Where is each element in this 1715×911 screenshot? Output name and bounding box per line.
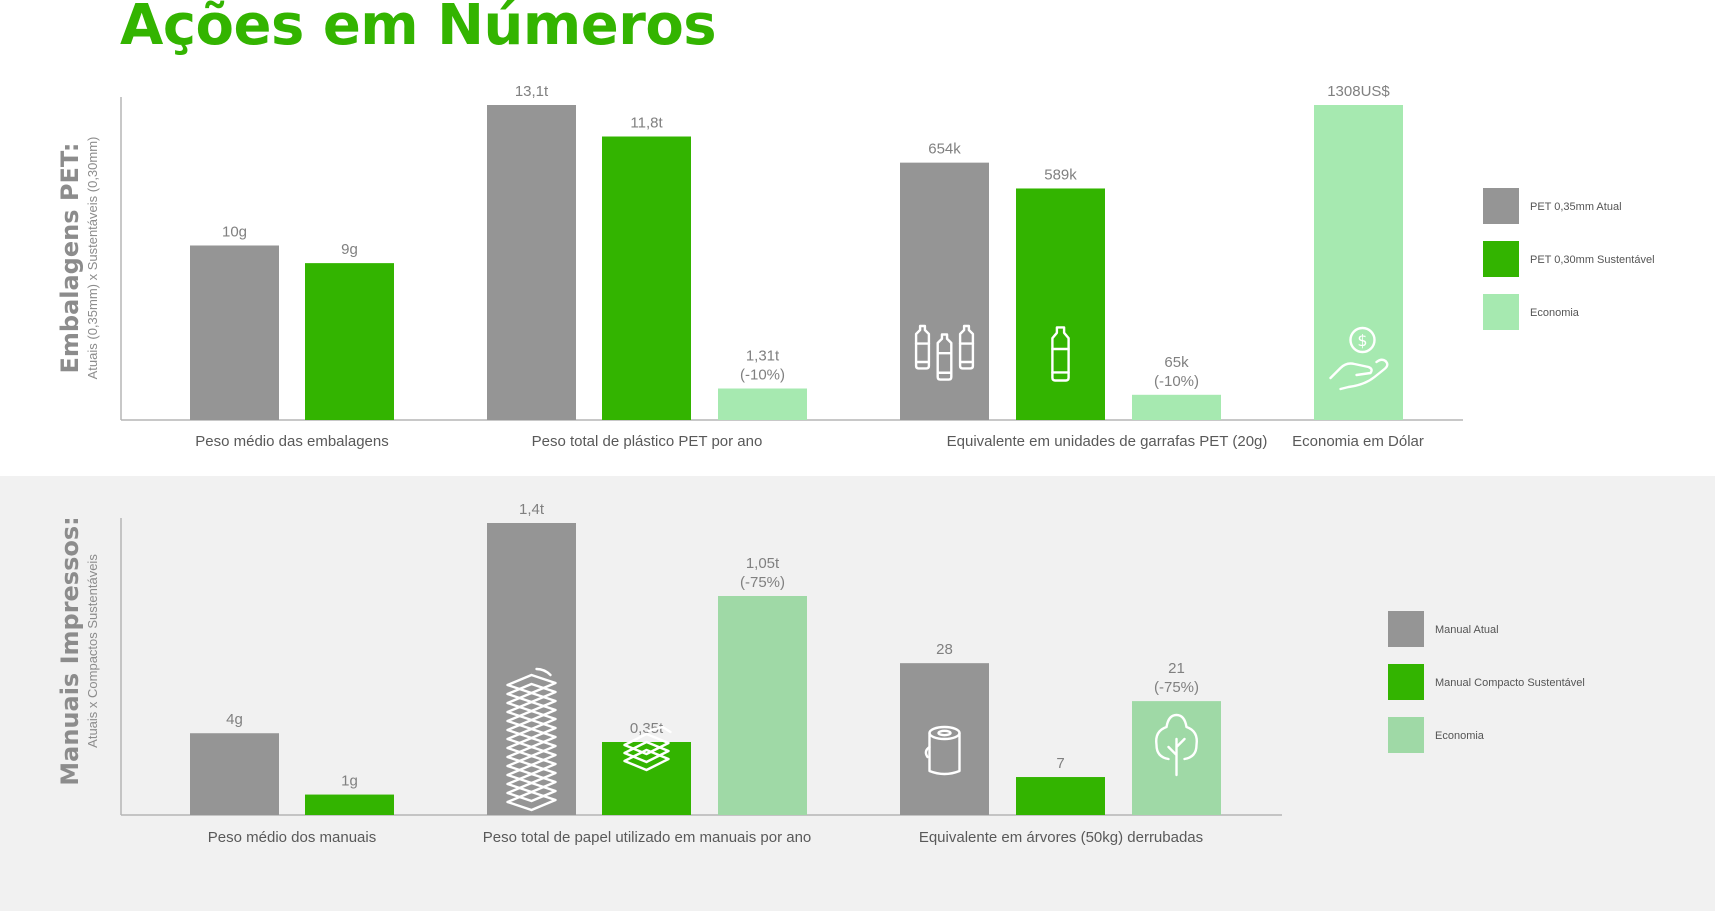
plastic-bottle-icon bbox=[936, 333, 953, 381]
paper-sheets-icon bbox=[623, 725, 672, 772]
bar-value-label: 1,05t bbox=[746, 555, 780, 572]
paper-stack-icon bbox=[506, 667, 557, 812]
bar-value-label: 0,35t bbox=[630, 720, 664, 737]
bar-value-label: 1308US$ bbox=[1327, 83, 1390, 100]
bar-value-label: 1,31t bbox=[746, 348, 780, 365]
bar bbox=[1314, 105, 1403, 420]
legend-swatch bbox=[1388, 717, 1424, 753]
section-title-embalagens: Embalagens PET: bbox=[56, 142, 84, 373]
bar bbox=[602, 136, 691, 420]
bar-value-label: 589k bbox=[1044, 166, 1077, 183]
category-label: Peso médio dos manuais bbox=[208, 829, 376, 846]
bar-value-label: 9g bbox=[341, 241, 358, 258]
bar-value-label: 7 bbox=[1056, 755, 1064, 772]
category-label: Equivalente em unidades de garrafas PET … bbox=[947, 433, 1268, 450]
bar bbox=[487, 105, 576, 420]
bar bbox=[190, 245, 279, 420]
svg-text:$: $ bbox=[1357, 331, 1367, 350]
bar-percent-label: (-10%) bbox=[740, 367, 785, 384]
bar-value-label: 4g bbox=[226, 711, 243, 728]
section-subtitle-manuais: Atuais x Compactos Sustentáveis bbox=[85, 554, 100, 748]
bar-percent-label: (-75%) bbox=[740, 574, 785, 591]
chart-embalagens: Embalagens PET: Atuais (0,35mm) x Sustent… bbox=[56, 83, 1655, 450]
bar bbox=[1132, 394, 1221, 420]
bar-group-1: 1,4t 0,35t 1,05t (-75%) Peso total de papel … bbox=[483, 501, 812, 846]
bar-value-label: 10g bbox=[222, 223, 247, 240]
bar-group-3: 1308US$ $ Economia em Dólar bbox=[1292, 83, 1424, 450]
legend-label: Manual Compacto Sustentável bbox=[1435, 677, 1585, 689]
legend-manuais: Manual Atual Manual Compacto Sustentável E… bbox=[1388, 611, 1585, 753]
bar-value-label: 21 bbox=[1168, 660, 1185, 677]
bar bbox=[1016, 777, 1105, 815]
legend-swatch bbox=[1483, 241, 1519, 277]
legend-label: PET 0,35mm Atual bbox=[1530, 201, 1622, 213]
tree-log-icon bbox=[924, 725, 961, 776]
tree-icon bbox=[1155, 713, 1198, 777]
category-label: Economia em Dólar bbox=[1292, 433, 1424, 450]
legend-embalagens: PET 0,35mm Atual PET 0,30mm Sustentável Ec… bbox=[1483, 188, 1655, 330]
manuais-section-background bbox=[0, 476, 1715, 911]
plastic-bottle-icon bbox=[958, 324, 975, 370]
bar-value-label: 65k bbox=[1164, 354, 1189, 371]
bar bbox=[305, 794, 394, 815]
legend-swatch bbox=[1483, 294, 1519, 330]
category-label: Peso total de papel utilizado em manuais… bbox=[483, 829, 812, 846]
bar-group-2: 654k 589k 65k (-10%) Equivalente em unidades… bbox=[900, 141, 1267, 450]
plastic-bottle-icon bbox=[914, 324, 931, 370]
bar-value-label: 1,4t bbox=[519, 501, 545, 518]
category-label: Peso total de plástico PET por ano bbox=[532, 433, 763, 450]
legend-label: Economia bbox=[1435, 730, 1485, 742]
bar-value-label: 28 bbox=[936, 641, 953, 658]
bar-percent-label: (-10%) bbox=[1154, 373, 1199, 390]
legend-label: Economia bbox=[1530, 307, 1580, 319]
plastic-bottle-icon bbox=[1051, 326, 1070, 382]
legend-label: PET 0,30mm Sustentável bbox=[1530, 254, 1655, 266]
legend-swatch bbox=[1388, 611, 1424, 647]
bar-group-0: 10g 9g Peso médio das embalagens bbox=[190, 223, 394, 450]
bar-value-label: 11,8t bbox=[630, 115, 663, 132]
bar bbox=[1016, 188, 1105, 420]
bar-percent-label: (-75%) bbox=[1154, 679, 1199, 696]
money-hand-icon: $ bbox=[1329, 326, 1389, 391]
bar bbox=[718, 596, 807, 815]
bar bbox=[305, 263, 394, 420]
bar-group-1: 13,1t 11,8t 1,31t (-10%) Peso total de plást… bbox=[487, 83, 807, 450]
section-title-manuais: Manuais Impressos: bbox=[56, 516, 84, 785]
chart-manuais: Manuais Impressos: Atuais x Compactos Sus… bbox=[56, 501, 1585, 846]
bar-value-label: 654k bbox=[928, 141, 961, 158]
section-subtitle-embalagens: Atuais (0,35mm) x Sustentáveis (0,30mm) bbox=[85, 137, 100, 380]
legend-swatch bbox=[1388, 664, 1424, 700]
bar-value-label: 13,1t bbox=[515, 83, 549, 100]
bar bbox=[900, 162, 989, 420]
bar-group-2: 28 7 21 (-75%) Equivalente em árvores (50kg)… bbox=[900, 641, 1221, 846]
bar bbox=[487, 523, 576, 815]
plastic-bottles-icon bbox=[914, 324, 975, 381]
legend-swatch bbox=[1483, 188, 1519, 224]
bar bbox=[718, 388, 807, 420]
bar-group-0: 4g 1g Peso médio dos manuais bbox=[190, 711, 394, 846]
bar bbox=[190, 733, 279, 815]
category-label: Peso médio das embalagens bbox=[195, 433, 388, 450]
bar-value-label: 1g bbox=[341, 773, 358, 790]
page-title: Ações em Números bbox=[120, 0, 717, 58]
category-label: Equivalente em árvores (50kg) derrubadas bbox=[919, 829, 1203, 846]
legend-label: Manual Atual bbox=[1435, 624, 1499, 636]
